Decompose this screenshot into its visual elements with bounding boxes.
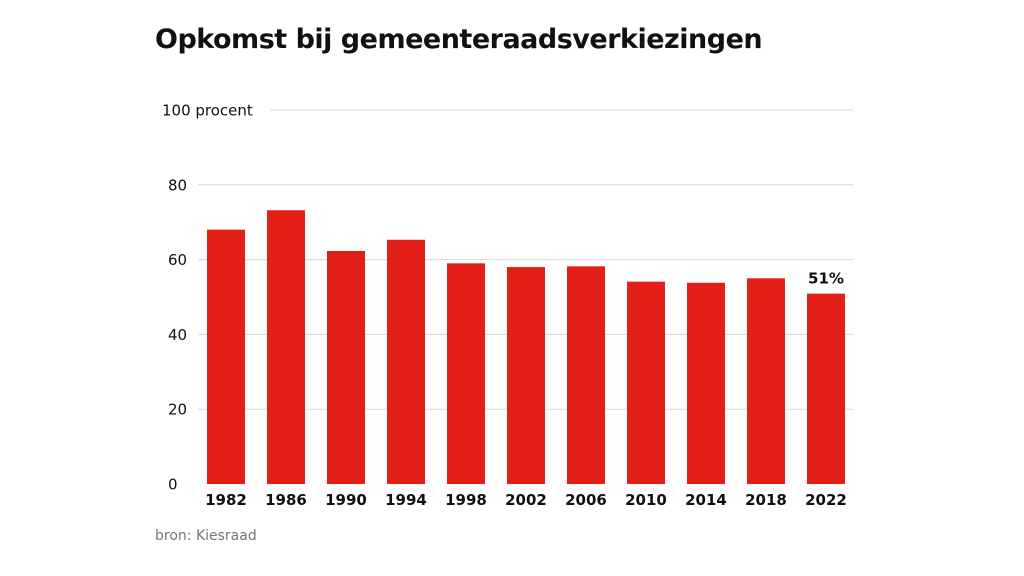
x-tick-label: 1982 bbox=[205, 491, 247, 509]
bar-1998 bbox=[447, 263, 485, 484]
bar-1994 bbox=[387, 239, 425, 484]
y-tick-label: 40 bbox=[168, 326, 187, 344]
bar-2010 bbox=[627, 281, 665, 484]
bar-2022 bbox=[807, 293, 845, 484]
bar-1982 bbox=[207, 229, 245, 484]
y-tick-label: 100 procent bbox=[162, 102, 253, 120]
y-tick-label: 60 bbox=[168, 251, 187, 269]
bar-2014 bbox=[687, 282, 725, 484]
x-tick-label: 1994 bbox=[385, 491, 427, 509]
x-tick-label: 2006 bbox=[565, 491, 607, 509]
chart-title: Opkomst bij gemeenteraadsverkiezingen bbox=[155, 24, 763, 55]
x-tick-label: 2022 bbox=[805, 491, 847, 509]
y-tick-label: 0 bbox=[168, 476, 178, 494]
y-tick-label: 20 bbox=[168, 401, 187, 419]
x-tick-label: 2014 bbox=[685, 491, 727, 509]
x-tick-label: 1990 bbox=[325, 491, 367, 509]
x-tick-label: 1998 bbox=[445, 491, 487, 509]
bar-2018 bbox=[747, 278, 785, 484]
x-tick-label: 2002 bbox=[505, 491, 547, 509]
x-tick-label: 2018 bbox=[745, 491, 787, 509]
bar-2002 bbox=[507, 267, 545, 484]
bar-1986 bbox=[267, 210, 305, 484]
data-label: 51% bbox=[808, 270, 844, 288]
bar-2006 bbox=[567, 266, 605, 484]
source-note: bron: Kiesraad bbox=[155, 528, 257, 544]
y-tick-label: 80 bbox=[168, 176, 187, 194]
bar-1990 bbox=[327, 250, 365, 484]
x-tick-label: 1986 bbox=[265, 491, 307, 509]
x-tick-label: 2010 bbox=[625, 491, 667, 509]
